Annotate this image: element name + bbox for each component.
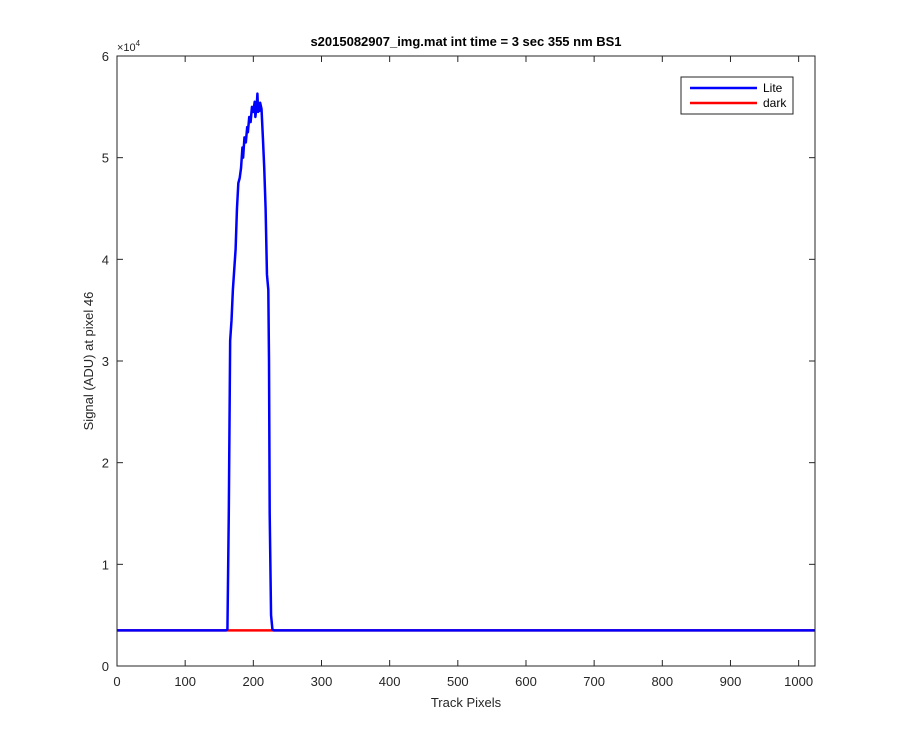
x-tick-label: 600: [515, 674, 537, 689]
x-tick-label: 700: [583, 674, 605, 689]
x-tick-label: 800: [651, 674, 673, 689]
y-tick-label: 6: [102, 49, 109, 64]
y-tick-label: 4: [102, 252, 109, 267]
y-tick-label: 1: [102, 557, 109, 572]
legend-label-lite: Lite: [763, 81, 783, 95]
y-exponent-label: ×104: [117, 39, 141, 54]
chart-title: s2015082907_img.mat int time = 3 sec 355…: [310, 34, 621, 49]
series-line-lite: [117, 92, 815, 632]
y-tick-label: 0: [102, 659, 109, 674]
y-exponent-power: 4: [136, 39, 141, 48]
x-tick-label: 400: [379, 674, 401, 689]
x-tick-label: 300: [311, 674, 333, 689]
x-axis-label: Track Pixels: [431, 695, 502, 710]
y-exponent-base: ×10: [117, 42, 136, 54]
x-tick-label: 900: [720, 674, 742, 689]
y-axis-ticks: 0 1 2 3 4 5 6: [102, 49, 815, 674]
y-axis-label: Signal (ADU) at pixel 46: [81, 292, 96, 431]
x-tick-label: 0: [113, 674, 120, 689]
legend: Lite dark: [680, 76, 794, 115]
x-axis-ticks: 0 100 200 300 400 500 600 700 800 900 1000: [113, 56, 813, 689]
x-tick-label: 100: [174, 674, 196, 689]
x-tick-label: 1000: [784, 674, 813, 689]
series-layer: [117, 92, 815, 632]
legend-label-dark: dark: [763, 96, 787, 110]
x-tick-label: 200: [242, 674, 264, 689]
y-tick-label: 3: [102, 354, 109, 369]
x-tick-label: 500: [447, 674, 469, 689]
legend-box: [680, 76, 794, 115]
plot-area: [117, 56, 815, 666]
y-tick-label: 2: [102, 456, 109, 471]
y-tick-label: 5: [102, 151, 109, 166]
